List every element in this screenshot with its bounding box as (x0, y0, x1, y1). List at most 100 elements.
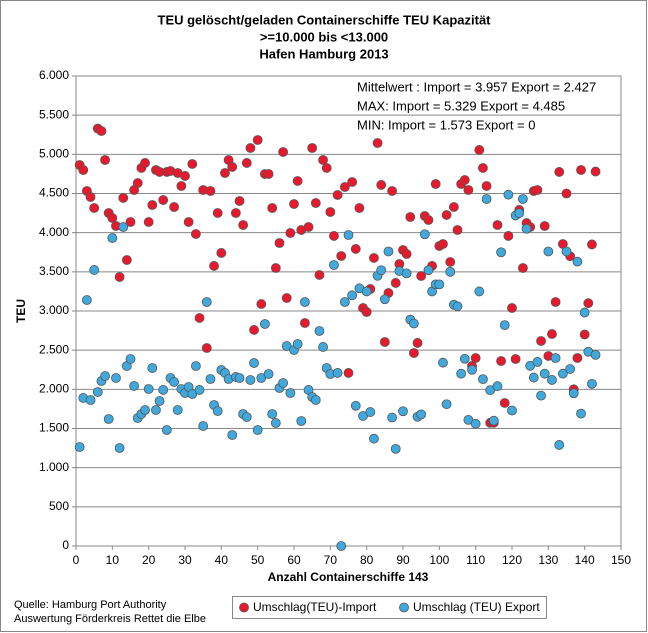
point (140, 158, 150, 168)
point (89, 203, 100, 213)
point (590, 349, 601, 360)
point (267, 203, 278, 213)
point (518, 194, 528, 204)
point (387, 186, 398, 196)
point (158, 195, 169, 205)
point (438, 357, 448, 368)
point (143, 384, 154, 394)
point (379, 337, 390, 347)
point (528, 372, 539, 383)
x-tick-label: 150 (611, 553, 631, 567)
point (336, 541, 347, 551)
point (212, 208, 223, 218)
point (481, 181, 492, 191)
point (354, 203, 365, 213)
x-tick-label: 0 (73, 553, 80, 567)
y-tick-label: 4.000 (39, 225, 69, 239)
point (212, 406, 223, 416)
point (234, 373, 245, 383)
point (114, 272, 125, 282)
y-tick-label: 1.500 (39, 421, 69, 435)
legend-box (232, 596, 547, 619)
annotation: MIN: Import = 1.573 Export = 0 (357, 117, 535, 132)
point (296, 416, 307, 426)
point (285, 228, 296, 238)
point (205, 186, 216, 196)
point (441, 399, 452, 410)
point (459, 353, 470, 364)
point (314, 326, 325, 336)
point (332, 190, 343, 200)
point (369, 433, 379, 444)
x-tick-label: 140 (575, 553, 595, 567)
point (361, 286, 372, 297)
point (125, 354, 136, 364)
point (74, 442, 85, 452)
point (172, 405, 183, 415)
point (158, 385, 169, 395)
point (187, 159, 198, 169)
point (401, 249, 412, 259)
point (492, 220, 503, 230)
point (245, 143, 256, 153)
y-tick-label: 1.000 (39, 460, 69, 474)
point (499, 398, 510, 408)
x-tick-label: 10 (106, 553, 120, 567)
point (398, 406, 408, 417)
point (445, 266, 456, 277)
legend-marker (239, 602, 249, 613)
point (430, 179, 441, 189)
point (198, 421, 209, 431)
point (507, 303, 517, 313)
point (576, 165, 586, 175)
point (180, 171, 190, 181)
point (587, 239, 597, 250)
x-tick-label: 130 (538, 553, 558, 567)
point (336, 251, 347, 261)
x-tick-label: 90 (396, 553, 410, 567)
point (416, 271, 427, 281)
point (107, 233, 118, 243)
point (230, 208, 241, 218)
point (350, 400, 361, 411)
point (263, 169, 274, 179)
x-tick-label: 20 (142, 553, 156, 567)
annotation: MAX: Import = 5.329 Export = 4.485 (357, 98, 565, 113)
point (85, 192, 96, 202)
source: Auswertung Förderkreis Rettet die Elbe (14, 613, 206, 625)
chart-title: Hafen Hamburg 2013 (259, 46, 388, 61)
point (332, 368, 343, 378)
point (140, 405, 150, 415)
point (590, 166, 601, 177)
y-tick-label: 3.000 (39, 303, 69, 317)
point (452, 301, 463, 312)
point (536, 336, 546, 346)
point (169, 202, 180, 212)
point (111, 373, 121, 383)
point (503, 231, 514, 241)
point (361, 307, 372, 317)
point (343, 230, 354, 240)
point (190, 361, 201, 371)
point (96, 126, 107, 136)
point (557, 368, 568, 379)
point (347, 290, 358, 301)
point (547, 375, 557, 385)
point (321, 163, 332, 173)
point (299, 318, 310, 328)
point (532, 185, 543, 195)
point (434, 279, 445, 290)
x-tick-label: 60 (287, 553, 301, 567)
point (245, 375, 256, 385)
point (260, 319, 270, 329)
point (82, 295, 92, 305)
point (314, 270, 325, 280)
source: Quelle: Hamburg Port Authority (14, 599, 167, 611)
point (470, 353, 481, 363)
point (78, 165, 89, 175)
point (470, 418, 481, 429)
point (423, 215, 434, 225)
point (132, 178, 143, 188)
point (227, 162, 238, 172)
